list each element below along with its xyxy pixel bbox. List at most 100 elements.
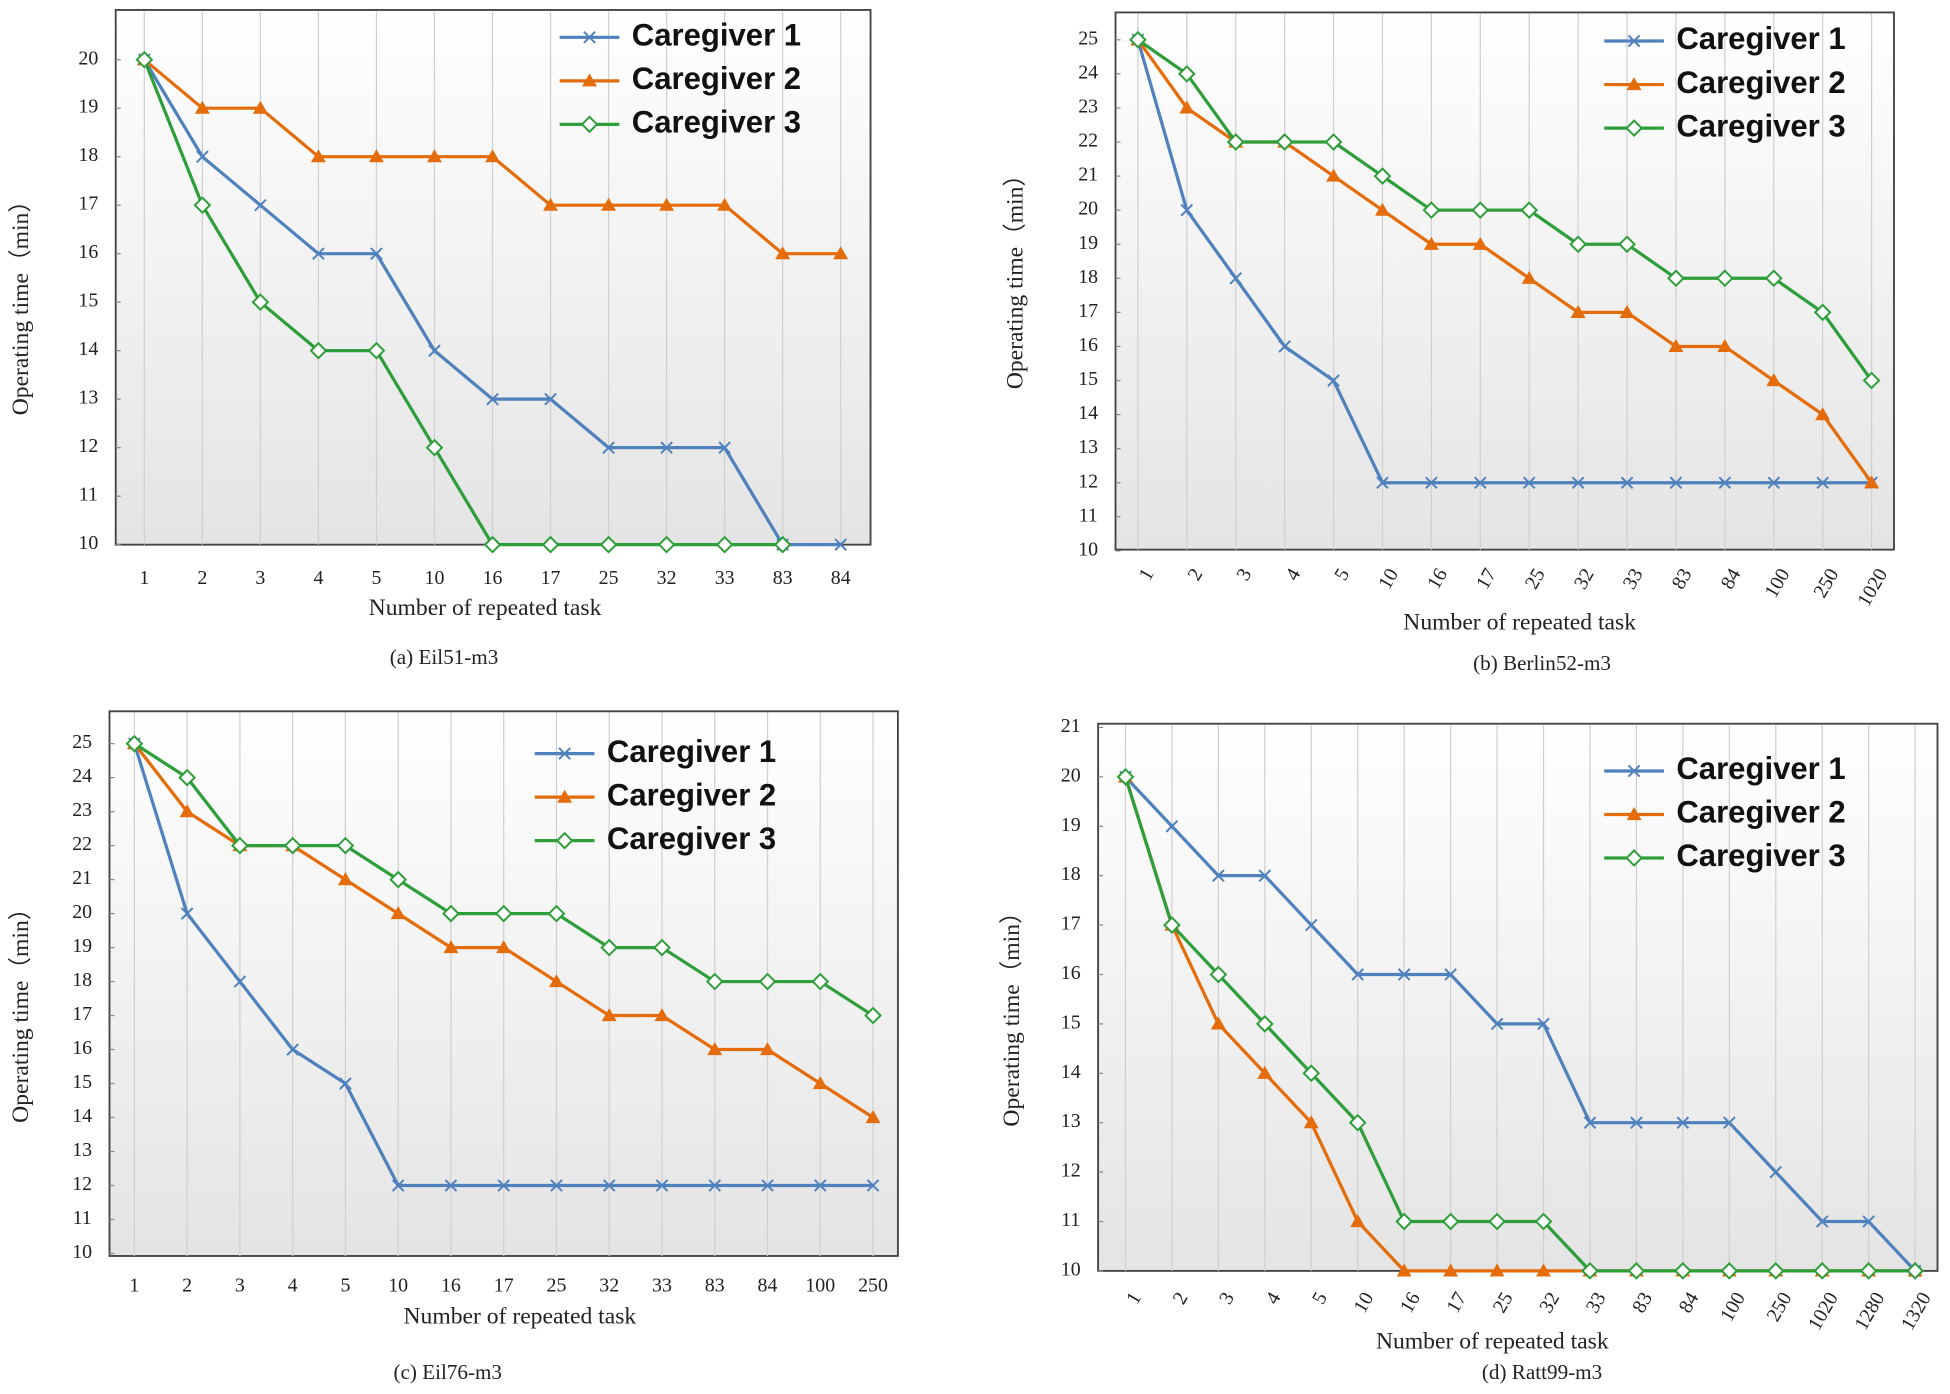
x-tick-label: 2	[182, 1275, 192, 1297]
y-tick-label: 25	[1078, 27, 1098, 49]
marker	[1397, 968, 1411, 981]
x-tick-label: 32	[1570, 565, 1599, 593]
marker	[389, 870, 408, 889]
legend-label: Caregiver 1	[632, 18, 801, 53]
x-tick-label: 100	[1716, 1288, 1750, 1325]
x-tick-label: 1280	[1850, 1288, 1889, 1333]
marker	[547, 904, 566, 923]
y-tick-label: 10	[72, 1241, 92, 1263]
marker	[1350, 1214, 1366, 1228]
y-tick-label: 13	[1078, 436, 1098, 458]
marker	[1304, 918, 1318, 932]
marker	[1179, 100, 1195, 114]
marker	[1766, 373, 1782, 387]
x-tick-label: 32	[599, 1275, 619, 1297]
marker	[1813, 1262, 1832, 1280]
x-tick-label: 2	[1169, 1289, 1193, 1309]
marker	[602, 1179, 616, 1192]
marker	[427, 149, 442, 163]
marker	[486, 392, 499, 406]
marker	[370, 247, 383, 260]
y-tick-label: 23	[1078, 96, 1098, 118]
plot-background	[1114, 11, 1895, 551]
marker	[1674, 1262, 1692, 1280]
x-tick-label: 17	[1442, 1288, 1471, 1316]
x-tick-label: 250	[1809, 565, 1843, 602]
legend-label: Caregiver 2	[1676, 795, 1845, 830]
y-tick-label: 12	[78, 435, 98, 457]
legend-label: Caregiver 1	[1676, 751, 1845, 786]
marker	[1816, 476, 1829, 490]
x-tick-label: 83	[705, 1275, 725, 1297]
y-tick-label: 13	[78, 387, 98, 409]
marker	[254, 198, 267, 212]
series-line	[142, 59, 783, 547]
y-tick-label: 14	[78, 338, 98, 360]
marker	[494, 904, 513, 923]
x-axis-title: Number of repeated task	[1403, 610, 1636, 636]
marker	[1570, 304, 1586, 318]
marker	[1472, 236, 1488, 250]
marker	[1177, 64, 1196, 83]
marker	[718, 441, 731, 454]
y-tick-label: 20	[78, 47, 98, 69]
marker	[1815, 407, 1831, 421]
marker	[485, 149, 500, 163]
marker	[1627, 1262, 1646, 1280]
marker	[1618, 235, 1636, 254]
y-tick-label: 14	[72, 1105, 92, 1127]
marker	[1396, 1263, 1412, 1277]
y-tick-label: 25	[72, 731, 92, 753]
marker	[1668, 338, 1684, 353]
marker	[1583, 1116, 1597, 1129]
marker	[310, 149, 326, 163]
marker	[1425, 476, 1438, 490]
y-tick-label: 14	[1078, 402, 1098, 424]
y-tick-label: 10	[78, 532, 98, 554]
marker	[813, 1179, 827, 1192]
x-axis-title: Number of repeated task	[404, 1304, 637, 1330]
marker	[496, 940, 512, 954]
marker	[1620, 476, 1634, 490]
marker	[1255, 1015, 1274, 1033]
y-tick-label: 15	[1061, 1011, 1081, 1033]
y-axis-title: Operating time（min）	[1003, 163, 1029, 389]
y-tick-label: 11	[79, 484, 98, 506]
legend-label: Caregiver 2	[607, 777, 776, 812]
marker	[231, 836, 249, 855]
x-tick-label: 3	[1232, 565, 1256, 585]
x-tick-label: 84	[1716, 565, 1745, 593]
y-tick-label: 16	[1061, 962, 1081, 984]
x-tick-label: 1	[1122, 1289, 1146, 1309]
marker	[1767, 476, 1781, 490]
marker	[1627, 34, 1641, 48]
y-tick-label: 15	[72, 1071, 92, 1093]
marker	[368, 149, 384, 163]
marker	[1302, 1064, 1321, 1083]
marker	[1536, 1263, 1551, 1277]
marker	[1717, 338, 1733, 353]
marker	[180, 907, 194, 920]
x-tick-label: 33	[1582, 1288, 1611, 1316]
x-tick-label: 1020	[1804, 1288, 1843, 1333]
marker	[1275, 133, 1294, 151]
y-tick-label: 15	[1078, 368, 1098, 390]
marker	[1520, 201, 1539, 220]
x-tick-label: 4	[1281, 565, 1305, 585]
marker	[543, 197, 559, 211]
marker	[717, 197, 733, 211]
y-tick-label: 20	[1078, 198, 1098, 220]
x-tick-label: 10	[388, 1275, 408, 1297]
marker	[1625, 849, 1643, 867]
x-tick-label: 10	[425, 567, 445, 589]
series-line	[1136, 38, 1873, 382]
marker	[761, 1179, 774, 1192]
y-tick-label: 19	[1078, 232, 1098, 254]
marker	[336, 836, 355, 855]
legend-label: Caregiver 3	[1676, 838, 1845, 873]
marker	[1521, 270, 1537, 284]
x-tick-label: 16	[1423, 565, 1452, 593]
y-tick-label: 18	[1078, 266, 1098, 288]
marker	[1669, 476, 1683, 490]
marker	[1395, 1212, 1414, 1231]
